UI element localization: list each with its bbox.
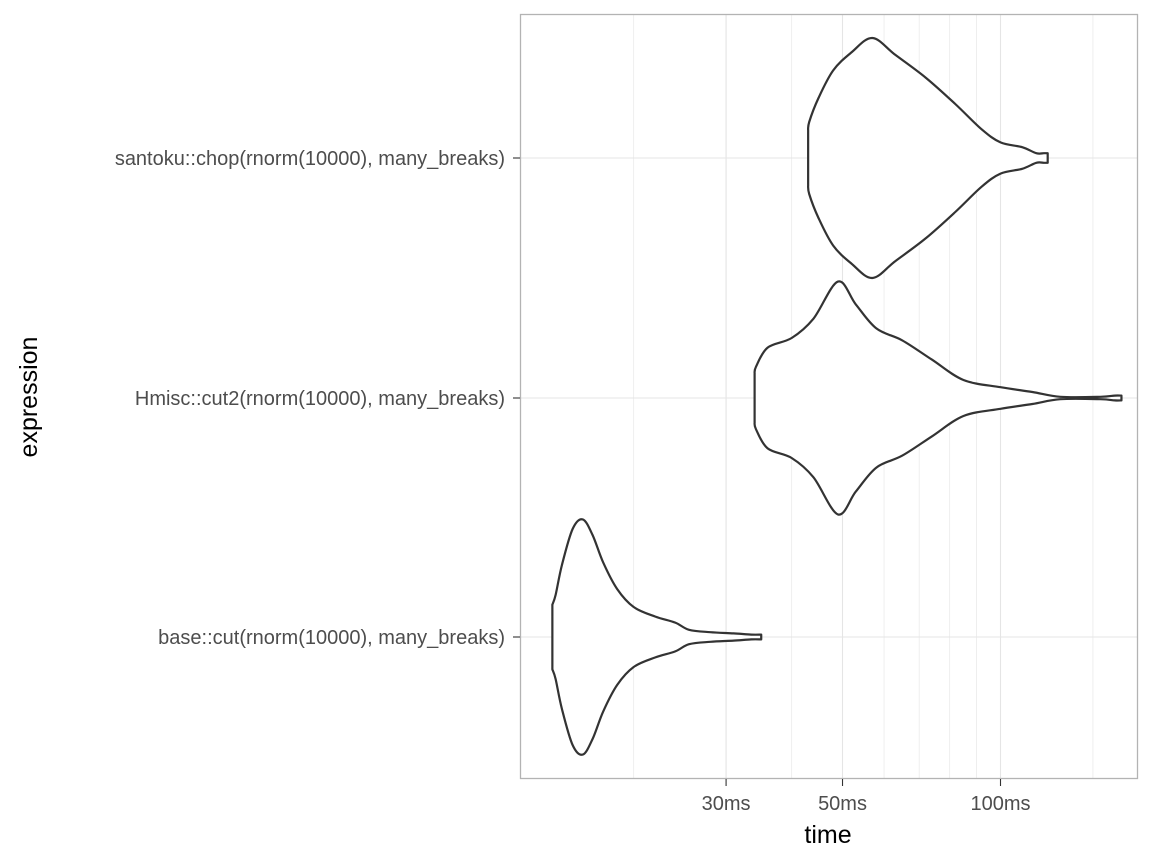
violin-1 — [551, 518, 763, 756]
panel-border — [519, 13, 1139, 780]
x-axis-title: time — [804, 821, 851, 849]
violin-2 — [753, 280, 1123, 516]
violins — [551, 36, 1123, 756]
y-tick-labels: base::cut(rnorm(10000), many_breaks) Hmis… — [115, 148, 520, 649]
violin-3 — [806, 36, 1049, 280]
y-axis-title: expression — [15, 337, 43, 458]
y-tick-label: santoku::chop(rnorm(10000), many_breaks) — [115, 148, 505, 170]
x-tick-label: 100ms — [970, 793, 1030, 815]
y-tick-label: base::cut(rnorm(10000), many_breaks) — [158, 627, 505, 649]
x-tick-labels: 30ms 50ms 100ms — [702, 779, 1031, 815]
x-tick-label: 30ms — [702, 793, 751, 815]
y-tick-label: Hmisc::cut2(rnorm(10000), many_breaks) — [135, 388, 505, 410]
x-tick-label: 50ms — [818, 793, 867, 815]
